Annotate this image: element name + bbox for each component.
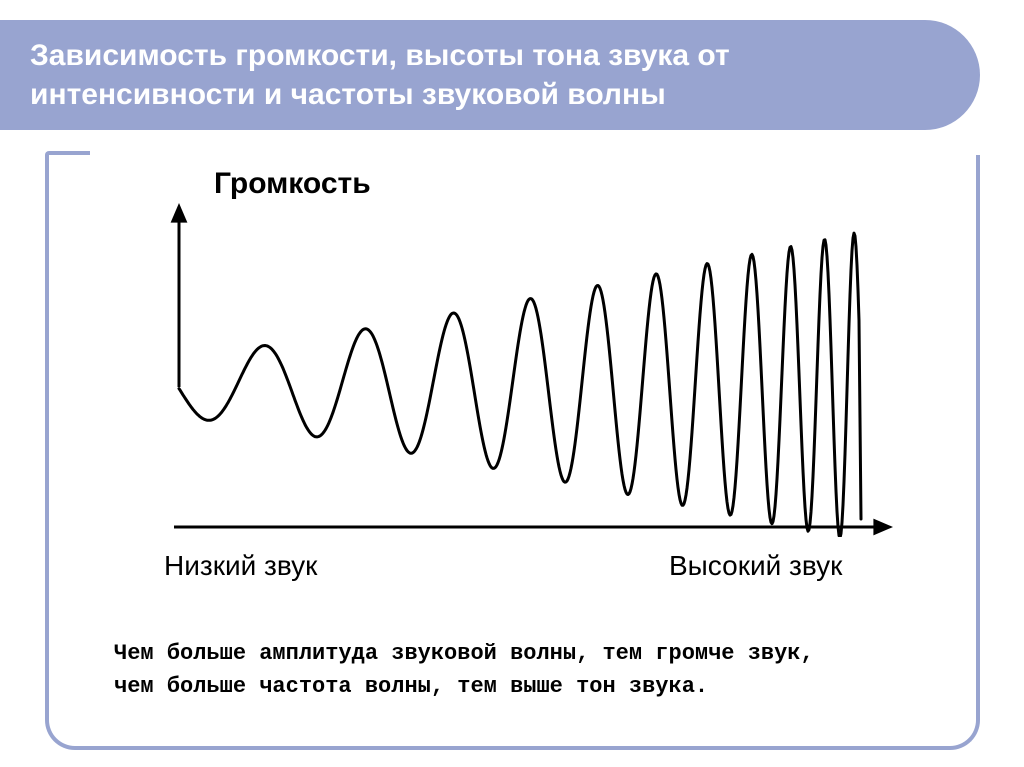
slide-header: Зависимость громкости, высоты тона звука… xyxy=(0,20,980,130)
chart-frame: Громкость Низкий звук Высокий звук Чем б… xyxy=(45,155,980,750)
caption-text: Чем больше амплитуда звуковой волны, тем… xyxy=(114,637,814,703)
wave-chart xyxy=(69,157,949,537)
x-label-low: Низкий звук xyxy=(164,549,317,583)
chart-container: Громкость Низкий звук Высокий звук Чем б… xyxy=(69,157,964,717)
x-label-high: Высокий звук xyxy=(669,549,842,583)
slide-title: Зависимость громкости, высоты тона звука… xyxy=(30,36,900,114)
y-axis-label: Громкость xyxy=(214,167,371,201)
